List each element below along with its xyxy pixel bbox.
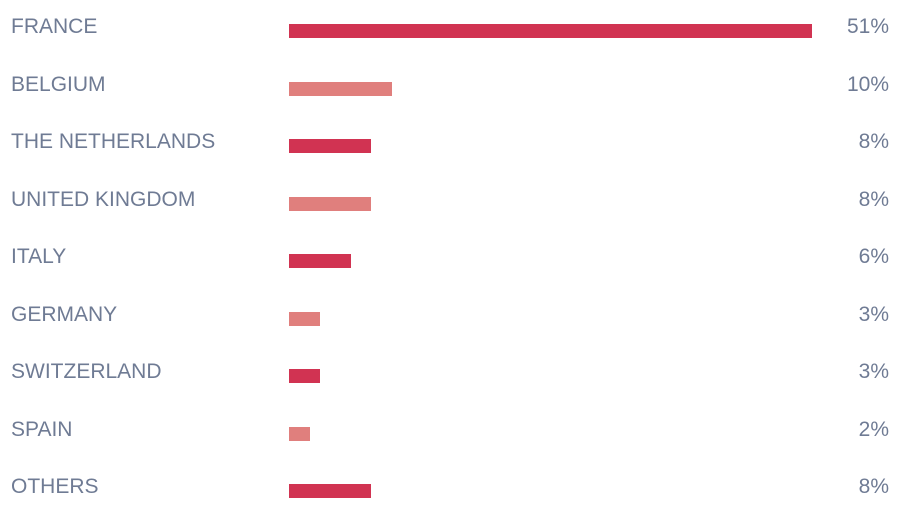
value-label: 51% (846, 15, 889, 38)
chart-row: OTHERS 8% (0, 467, 905, 507)
value-label: 8% (858, 187, 889, 211)
category-label: SWITZERLAND (11, 360, 162, 383)
chart-row: SWITZERLAND 3% (0, 352, 905, 392)
value-label: 10% (846, 72, 889, 96)
bar (289, 254, 351, 268)
country-bar-chart: FRANCE 51% BELGIUM 10% THE NETHERLANDS 8% UNIT… (0, 7, 905, 498)
chart-row: FRANCE 51% (0, 7, 905, 47)
bar (289, 426, 310, 441)
bar (289, 369, 320, 383)
chart-row: GERMANY 3% (0, 295, 905, 335)
value-label: 6% (858, 245, 889, 268)
value-label: 3% (858, 302, 889, 326)
category-label: BELGIUM (11, 72, 106, 96)
category-label: THE NETHERLANDS (11, 130, 216, 153)
chart-row: BELGIUM 10% (0, 65, 905, 105)
category-label: SPAIN (11, 417, 73, 441)
value-label: 3% (858, 360, 889, 383)
chart-row: THE NETHERLANDS 8% (0, 122, 905, 162)
category-label: FRANCE (11, 15, 98, 38)
bar (289, 139, 371, 153)
bar (289, 81, 392, 96)
category-label: GERMANY (11, 302, 118, 326)
bar (289, 24, 812, 38)
category-label: OTHERS (11, 475, 99, 498)
chart-row: ITALY 6% (0, 237, 905, 277)
value-label: 8% (858, 475, 889, 498)
chart-row: UNITED KINGDOM 8% (0, 180, 905, 220)
value-label: 2% (858, 417, 889, 441)
chart-row: SPAIN 2% (0, 410, 905, 450)
value-label: 8% (858, 130, 889, 153)
category-label: ITALY (11, 245, 67, 268)
bar (289, 484, 371, 498)
bar (289, 196, 371, 211)
category-label: UNITED KINGDOM (11, 187, 196, 211)
bar (289, 311, 320, 326)
